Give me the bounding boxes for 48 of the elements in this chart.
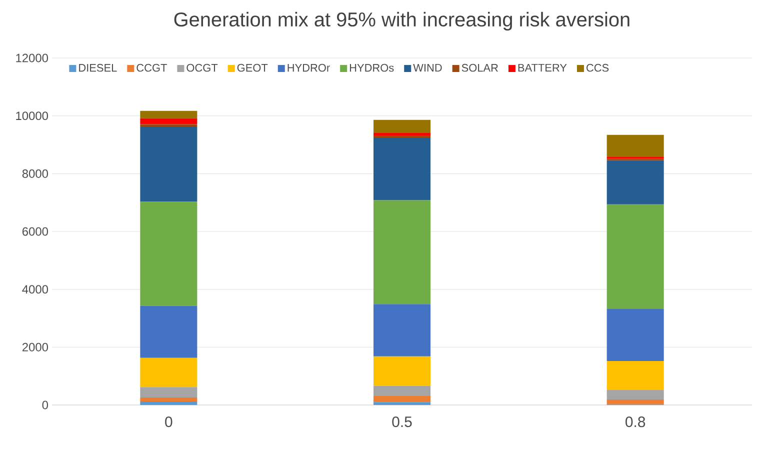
y-tick-label: 12000 <box>16 54 48 62</box>
bar <box>374 132 431 136</box>
legend-label: OCGT <box>186 64 218 72</box>
bar <box>606 204 664 309</box>
bar <box>374 304 431 356</box>
bar <box>374 120 431 133</box>
bar <box>374 386 431 396</box>
bar <box>606 361 664 390</box>
bar <box>140 110 198 118</box>
y-tick-label: 2000 <box>22 342 48 352</box>
y-tick-label: 0 <box>42 400 48 410</box>
bar <box>140 402 198 405</box>
bar <box>140 358 198 388</box>
chart-title: Generation mix at 95% with increasing risk aversion <box>174 12 630 31</box>
bar <box>140 306 198 358</box>
bar <box>140 126 198 202</box>
bar <box>374 138 431 200</box>
legend-label: CCGT <box>136 64 167 72</box>
bar <box>606 400 664 404</box>
legend-label: BATTERY <box>518 64 567 72</box>
x-tick-label: 0.5 <box>392 416 412 428</box>
legend-label: HYDROr <box>288 64 330 72</box>
legend-label: CCS <box>586 64 609 72</box>
bar <box>140 124 198 127</box>
legend-label: HYDROs <box>350 64 394 72</box>
legend-label: SOLAR <box>462 64 498 72</box>
x-tick-label: 0.8 <box>626 416 646 428</box>
bar <box>140 387 198 398</box>
legend-label: DIESEL <box>79 64 117 72</box>
bar <box>606 134 664 157</box>
bar <box>374 396 431 402</box>
bar <box>374 356 431 386</box>
legend-label: WIND <box>413 64 442 72</box>
bar <box>140 397 198 402</box>
y-tick-label: 8000 <box>22 169 48 178</box>
y-tick-label: 6000 <box>22 227 48 236</box>
bar <box>606 390 664 400</box>
bar <box>374 135 431 138</box>
bar <box>374 402 431 405</box>
bar <box>140 202 198 306</box>
legend-label: GEOT <box>237 64 268 72</box>
x-tick-label: 0 <box>165 416 172 428</box>
y-tick-label: 10000 <box>16 112 48 120</box>
bar <box>606 308 664 362</box>
bar <box>606 160 664 204</box>
bar <box>140 118 198 124</box>
y-tick-label: 4000 <box>22 285 48 294</box>
bar <box>374 200 431 304</box>
